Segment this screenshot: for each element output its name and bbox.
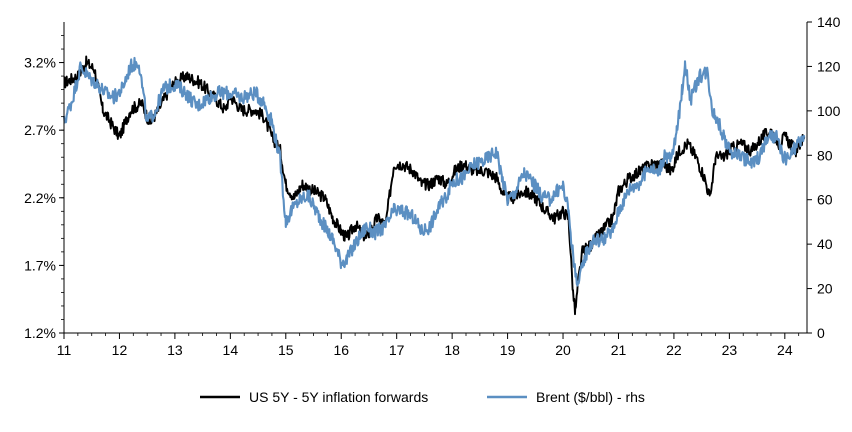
y-right-tick-label: 60 — [817, 192, 833, 208]
x-tick-label: 15 — [278, 342, 294, 358]
x-tick-label: 22 — [666, 342, 682, 358]
y-left-tick-label: 1.7% — [24, 257, 56, 273]
y-left-tick-label: 1.2% — [24, 325, 56, 341]
y-right-tick-label: 0 — [817, 325, 825, 341]
x-tick-label: 12 — [112, 342, 128, 358]
axes-layer: 1.2% 1.7% 2.2% 2.7% 3.2% 0 20 40 60 80 100 120 140 11… — [24, 14, 840, 358]
y-right-tick-label: 80 — [817, 147, 833, 163]
y-right-tick-label: 120 — [817, 58, 841, 74]
x-tick-label: 23 — [722, 342, 738, 358]
x-tick-label: 14 — [223, 342, 239, 358]
y-right-tick-label: 40 — [817, 236, 833, 252]
series-layer — [62, 55, 806, 316]
x-tick-label: 21 — [611, 342, 627, 358]
x-tick-label: 16 — [333, 342, 349, 358]
series-line-brent — [62, 56, 806, 287]
y-right-tick-label: 100 — [817, 103, 841, 119]
y-right-tick-label: 20 — [817, 281, 833, 297]
x-tick-label: 17 — [389, 342, 405, 358]
x-tick-label: 19 — [500, 342, 516, 358]
y-right-tick-label: 140 — [817, 14, 841, 30]
series-line-inflation-forwards — [63, 55, 806, 316]
x-tick-label: 24 — [777, 342, 793, 358]
legend: US 5Y - 5Y inflation forwards Brent ($/bb… — [200, 389, 645, 405]
x-tick-label: 11 — [57, 342, 72, 358]
x-tick-label: 13 — [167, 342, 183, 358]
legend-label: US 5Y - 5Y inflation forwards — [249, 389, 428, 405]
y-left-tick-label: 3.2% — [24, 55, 56, 71]
legend-label: Brent ($/bbl) - rhs — [536, 389, 645, 405]
x-tick-label: 18 — [444, 342, 460, 358]
y-left-tick-label: 2.7% — [24, 122, 56, 138]
x-tick-label: 20 — [555, 342, 571, 358]
y-left-tick-label: 2.2% — [24, 190, 56, 206]
